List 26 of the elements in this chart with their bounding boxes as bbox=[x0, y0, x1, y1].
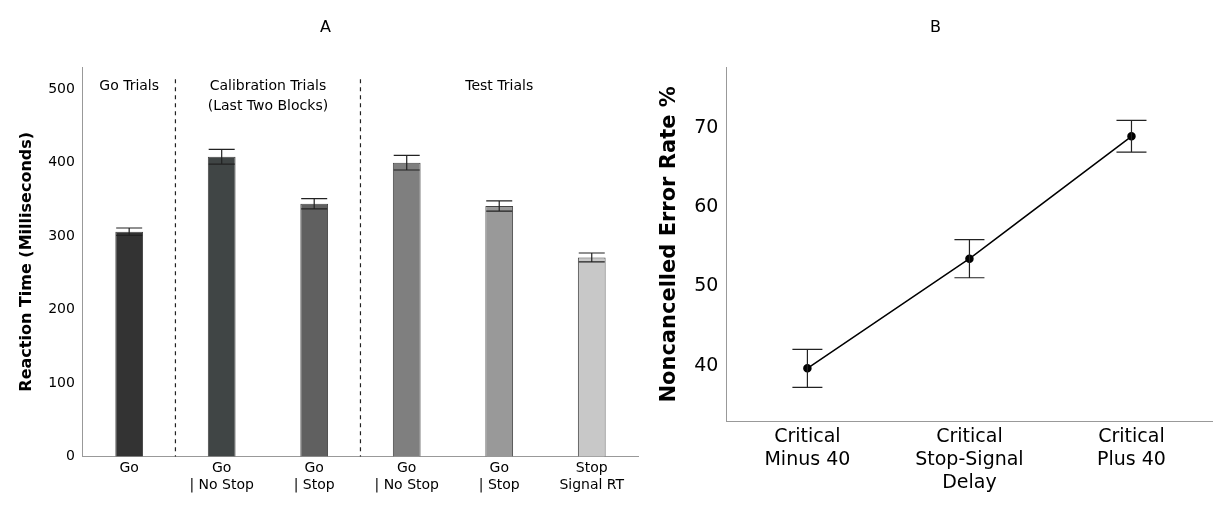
x-tick-label: Go | Stop bbox=[478, 459, 520, 494]
annotation: Test Trials bbox=[464, 76, 534, 93]
y-tick-label: 60 bbox=[694, 193, 719, 216]
y-tick-label: 300 bbox=[48, 226, 75, 243]
y-tick-label: 200 bbox=[48, 300, 75, 317]
x-tick-label: Critical Plus 40 bbox=[1097, 423, 1166, 469]
y-axis-title: Noncancelled Error Rate % bbox=[656, 86, 681, 403]
x-tick-label: Stop Signal RT bbox=[559, 459, 625, 493]
chart-title: B bbox=[930, 16, 941, 36]
y-tick-label: 500 bbox=[48, 79, 75, 96]
annotation: Calibration Trials (Last Two Blocks) bbox=[207, 76, 329, 113]
annotation: Go Trials bbox=[99, 76, 160, 93]
x-tick-label: Critical Stop-Signal Delay bbox=[915, 423, 1024, 492]
y-tick-label: 40 bbox=[694, 352, 719, 375]
x-tick-label: Go bbox=[119, 459, 139, 476]
y-tick-label: 50 bbox=[694, 273, 719, 296]
y-tick-label: 400 bbox=[48, 153, 75, 170]
y-tick-label: 0 bbox=[66, 447, 75, 464]
y-tick-label: 70 bbox=[694, 114, 719, 137]
y-tick-label: 100 bbox=[48, 373, 75, 390]
x-tick-label: Go | No Stop bbox=[374, 459, 440, 494]
chart-title: A bbox=[320, 16, 332, 36]
y-axis-title: Reaction Time (Milliseconds) bbox=[15, 131, 35, 392]
x-tick-label: Critical Minus 40 bbox=[764, 423, 851, 469]
x-tick-label: Go | Stop bbox=[293, 459, 335, 494]
x-tick-label: Go | No Stop bbox=[189, 459, 255, 494]
